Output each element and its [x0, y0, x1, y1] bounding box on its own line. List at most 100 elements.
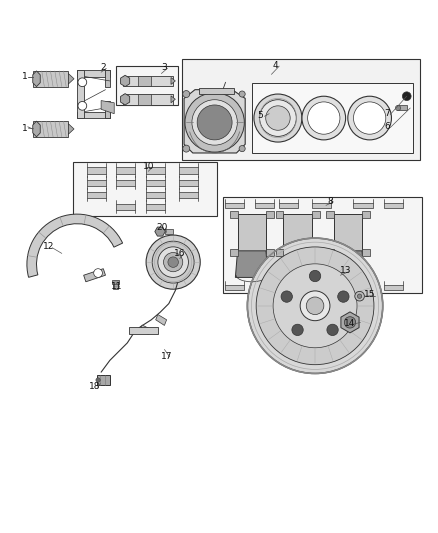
- Polygon shape: [116, 204, 135, 210]
- Polygon shape: [225, 285, 244, 290]
- Text: 5: 5: [258, 111, 263, 120]
- Polygon shape: [120, 94, 130, 105]
- Circle shape: [403, 92, 411, 101]
- Polygon shape: [281, 251, 314, 277]
- Polygon shape: [123, 76, 173, 86]
- Polygon shape: [117, 66, 177, 105]
- Polygon shape: [279, 203, 298, 208]
- Polygon shape: [279, 285, 298, 290]
- Polygon shape: [101, 101, 114, 114]
- Circle shape: [96, 378, 100, 382]
- Circle shape: [344, 317, 356, 328]
- Circle shape: [158, 247, 188, 277]
- Polygon shape: [77, 70, 110, 77]
- Polygon shape: [146, 167, 165, 174]
- Polygon shape: [68, 74, 74, 84]
- Circle shape: [183, 91, 190, 98]
- Polygon shape: [326, 211, 334, 217]
- Circle shape: [396, 106, 401, 111]
- Circle shape: [256, 247, 374, 365]
- Polygon shape: [312, 248, 320, 256]
- Circle shape: [163, 253, 183, 272]
- Polygon shape: [179, 192, 198, 198]
- Circle shape: [353, 102, 386, 134]
- Polygon shape: [165, 229, 173, 234]
- Circle shape: [247, 238, 383, 374]
- Polygon shape: [171, 77, 175, 84]
- Polygon shape: [73, 161, 217, 216]
- Text: 1: 1: [22, 125, 28, 133]
- Polygon shape: [255, 203, 275, 208]
- Text: 4: 4: [273, 61, 279, 70]
- Circle shape: [78, 101, 87, 110]
- Text: 8: 8: [328, 197, 333, 206]
- Polygon shape: [312, 203, 331, 208]
- Polygon shape: [77, 70, 84, 118]
- Text: 6: 6: [384, 122, 390, 131]
- Polygon shape: [341, 312, 359, 333]
- Polygon shape: [171, 96, 175, 103]
- Text: 12: 12: [43, 243, 54, 252]
- Polygon shape: [179, 167, 198, 174]
- Circle shape: [309, 270, 321, 282]
- Polygon shape: [276, 211, 283, 217]
- Text: 20: 20: [156, 223, 168, 232]
- Circle shape: [273, 264, 357, 348]
- Text: 7: 7: [384, 109, 390, 118]
- Circle shape: [306, 297, 324, 314]
- Polygon shape: [235, 251, 268, 277]
- Polygon shape: [237, 214, 266, 253]
- Circle shape: [146, 235, 200, 289]
- Polygon shape: [87, 192, 106, 198]
- Circle shape: [307, 102, 340, 134]
- Circle shape: [239, 91, 245, 97]
- Circle shape: [302, 96, 346, 140]
- Polygon shape: [146, 192, 165, 198]
- Circle shape: [260, 100, 296, 136]
- Text: 2: 2: [100, 63, 106, 72]
- Polygon shape: [77, 111, 110, 118]
- Polygon shape: [179, 180, 198, 185]
- Polygon shape: [184, 90, 245, 153]
- Polygon shape: [384, 203, 403, 208]
- Polygon shape: [116, 167, 135, 174]
- Circle shape: [185, 93, 244, 152]
- Polygon shape: [283, 214, 312, 253]
- Polygon shape: [199, 88, 234, 94]
- Polygon shape: [87, 180, 106, 185]
- Polygon shape: [223, 197, 422, 293]
- Polygon shape: [353, 285, 373, 290]
- Polygon shape: [68, 124, 74, 134]
- Polygon shape: [113, 283, 118, 289]
- Circle shape: [183, 145, 190, 152]
- Polygon shape: [106, 70, 110, 87]
- Circle shape: [338, 291, 349, 302]
- Circle shape: [348, 96, 392, 140]
- Text: 1: 1: [22, 72, 28, 81]
- Circle shape: [254, 94, 302, 142]
- Polygon shape: [138, 94, 151, 104]
- Circle shape: [281, 291, 293, 302]
- Polygon shape: [255, 285, 275, 290]
- Polygon shape: [252, 83, 413, 153]
- Polygon shape: [146, 180, 165, 185]
- Circle shape: [192, 100, 237, 145]
- Polygon shape: [182, 59, 420, 159]
- Polygon shape: [97, 375, 110, 385]
- Polygon shape: [123, 94, 173, 104]
- Circle shape: [266, 106, 290, 130]
- Circle shape: [78, 78, 87, 87]
- Polygon shape: [334, 214, 362, 253]
- Circle shape: [197, 105, 232, 140]
- Polygon shape: [326, 248, 334, 256]
- Text: 10: 10: [143, 161, 155, 171]
- Text: 16: 16: [174, 249, 185, 258]
- Text: 14: 14: [344, 319, 356, 328]
- Circle shape: [300, 291, 330, 321]
- Polygon shape: [33, 71, 40, 87]
- Polygon shape: [146, 204, 165, 210]
- Circle shape: [239, 146, 245, 152]
- Polygon shape: [33, 71, 68, 87]
- Polygon shape: [112, 280, 120, 284]
- Wedge shape: [27, 214, 123, 277]
